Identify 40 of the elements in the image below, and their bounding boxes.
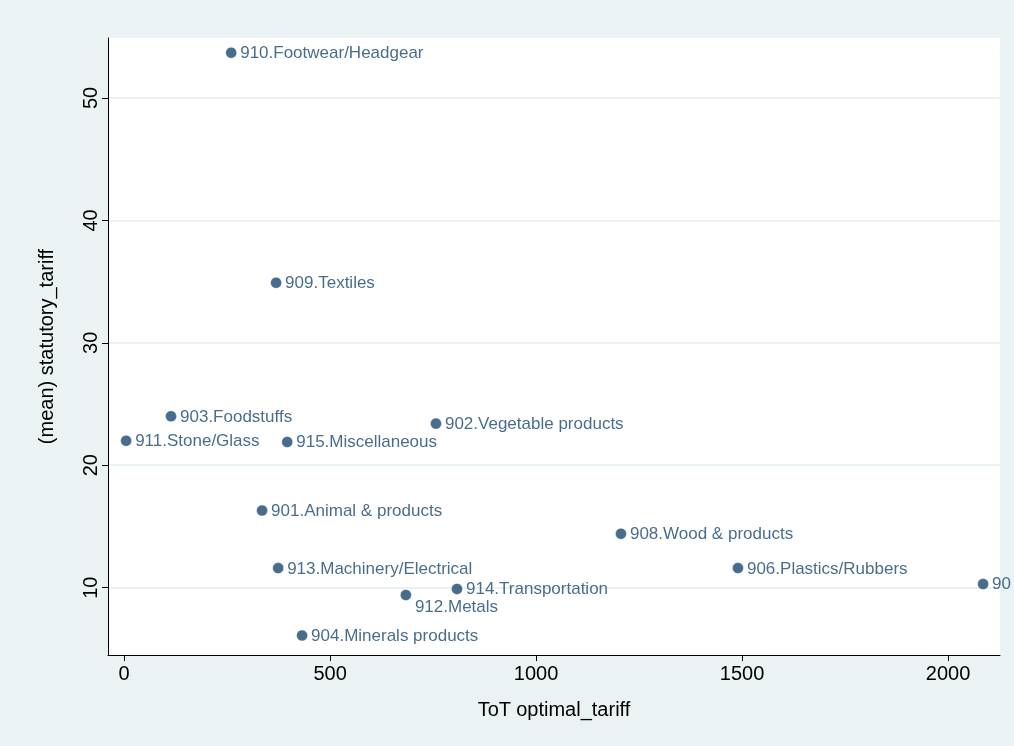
point (615, 528, 627, 540)
annotation: 906.Plastics/Rubbers (746, 558, 908, 578)
annotation: 903.Foodstuffs (180, 406, 293, 426)
x-axis-title: ToT optimal_tariff (477, 698, 631, 721)
annotation: 901.Animal & products (271, 501, 443, 521)
point (451, 583, 463, 595)
point (430, 417, 442, 430)
point (165, 410, 177, 423)
annotation: 908.Wood & products (629, 524, 794, 544)
y-tick-label: 20 (79, 454, 101, 477)
point (977, 578, 989, 590)
point (400, 589, 412, 601)
x-tick-label: 2000 (925, 662, 971, 684)
annotation: 911.Stone/Glass (135, 431, 260, 451)
y-axis-title: (mean) statutory_tariff (35, 248, 58, 445)
y-tick-label: 50 (79, 86, 101, 110)
annotation: 902.Vegetable products (444, 414, 624, 434)
point (256, 504, 268, 517)
y-tick-label: 10 (79, 576, 101, 599)
point (225, 46, 237, 59)
point (120, 435, 132, 447)
annotation: 913.Machinery/Electrical (287, 558, 473, 578)
annotation: 904.Minerals products (311, 625, 479, 645)
annotation: 909.Textiles (285, 273, 375, 293)
x-tick-label: 0 (118, 662, 130, 684)
annotation: 910.Footwear/Headgear (240, 43, 424, 63)
x-tick-label: 1000 (513, 662, 559, 684)
annotation: 915.Miscellaneous (296, 432, 438, 452)
x-tick-label: 500 (313, 662, 347, 684)
y-tick-label: 30 (79, 331, 101, 354)
annotation: 914.Transportation (465, 579, 609, 599)
annotation: 90 (992, 574, 1012, 594)
point (281, 436, 293, 448)
point (296, 629, 308, 642)
point (270, 277, 282, 289)
point (272, 562, 284, 574)
y-tick-label: 40 (79, 209, 101, 232)
point (732, 562, 744, 574)
x-tick-label: 1500 (719, 662, 765, 684)
annotation: 912.Metals (414, 596, 499, 616)
